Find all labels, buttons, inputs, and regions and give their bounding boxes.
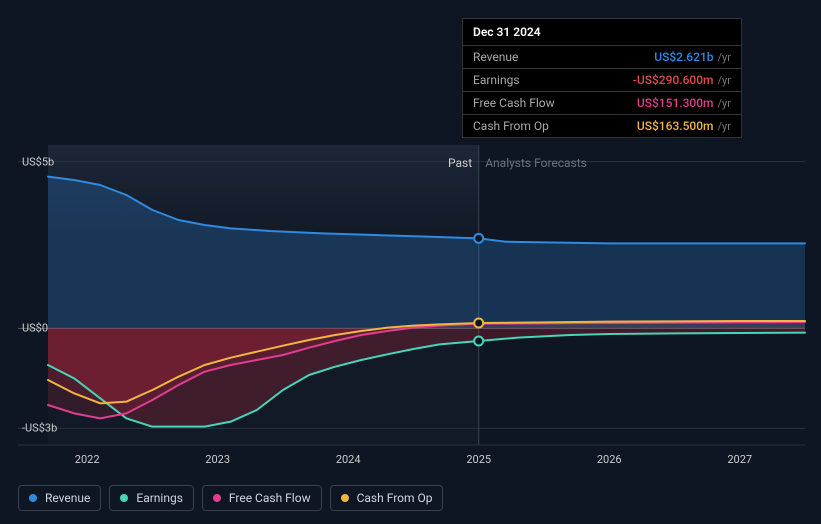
- tooltip-value: US$163.500m: [637, 119, 714, 133]
- marker-revenue: [474, 234, 483, 243]
- tooltip-unit: /yr: [718, 97, 731, 110]
- tooltip-label: Free Cash Flow: [473, 96, 637, 110]
- marker-earnings: [474, 337, 483, 346]
- x-tick-label: 2022: [75, 453, 100, 466]
- x-tick-label: 2024: [336, 453, 361, 466]
- tooltip-value: US$151.300m: [637, 96, 714, 110]
- tooltip-unit: /yr: [718, 74, 731, 87]
- legend: Revenue Earnings Free Cash Flow Cash From O…: [18, 485, 443, 511]
- tooltip-row-cfo: Cash From OpUS$163.500m/yr: [463, 115, 741, 137]
- y-tick-label: -US$3b: [22, 422, 57, 435]
- x-tick-label: 2026: [597, 453, 622, 466]
- tooltip-row-revenue: RevenueUS$2.621b/yr: [463, 46, 741, 69]
- y-tick-label: US$5b: [22, 155, 54, 168]
- legend-dot-icon: [213, 494, 221, 502]
- legend-label: Cash From Op: [357, 491, 433, 505]
- section-label-past: Past: [448, 156, 472, 170]
- legend-item-revenue[interactable]: Revenue: [18, 485, 101, 511]
- tooltip-rows: RevenueUS$2.621b/yrEarnings-US$290.600m/…: [463, 46, 741, 137]
- tooltip-value: -US$290.600m: [633, 73, 714, 87]
- legend-dot-icon: [341, 494, 349, 502]
- legend-label: Revenue: [45, 491, 90, 505]
- tooltip-label: Earnings: [473, 73, 633, 87]
- legend-item-fcf[interactable]: Free Cash Flow: [202, 485, 322, 511]
- legend-dot-icon: [120, 494, 128, 502]
- tooltip-value: US$2.621b: [654, 50, 713, 64]
- tooltip-label: Cash From Op: [473, 119, 637, 133]
- marker-cfo: [474, 319, 483, 328]
- tooltip-row-fcf: Free Cash FlowUS$151.300m/yr: [463, 92, 741, 115]
- legend-item-cfo[interactable]: Cash From Op: [330, 485, 444, 511]
- tooltip-unit: /yr: [718, 120, 731, 133]
- legend-label: Earnings: [136, 491, 183, 505]
- section-label-forecast: Analysts Forecasts: [485, 156, 587, 170]
- x-tick-label: 2023: [205, 453, 230, 466]
- tooltip-date: Dec 31 2024: [463, 19, 741, 46]
- tooltip-label: Revenue: [473, 50, 654, 64]
- chart-container: -US$3b US$0 US$5b 2022 2023 2024 2025 2026 2027…: [0, 0, 821, 524]
- tooltip-row-earnings: Earnings-US$290.600m/yr: [463, 69, 741, 92]
- x-tick-label: 2027: [727, 453, 752, 466]
- legend-item-earnings[interactable]: Earnings: [109, 485, 194, 511]
- tooltip: Dec 31 2024 RevenueUS$2.621b/yrEarnings-…: [462, 18, 742, 138]
- tooltip-unit: /yr: [718, 51, 731, 64]
- legend-dot-icon: [29, 494, 37, 502]
- x-tick-label: 2025: [466, 453, 491, 466]
- legend-label: Free Cash Flow: [229, 491, 311, 505]
- y-tick-label: US$0: [22, 322, 48, 335]
